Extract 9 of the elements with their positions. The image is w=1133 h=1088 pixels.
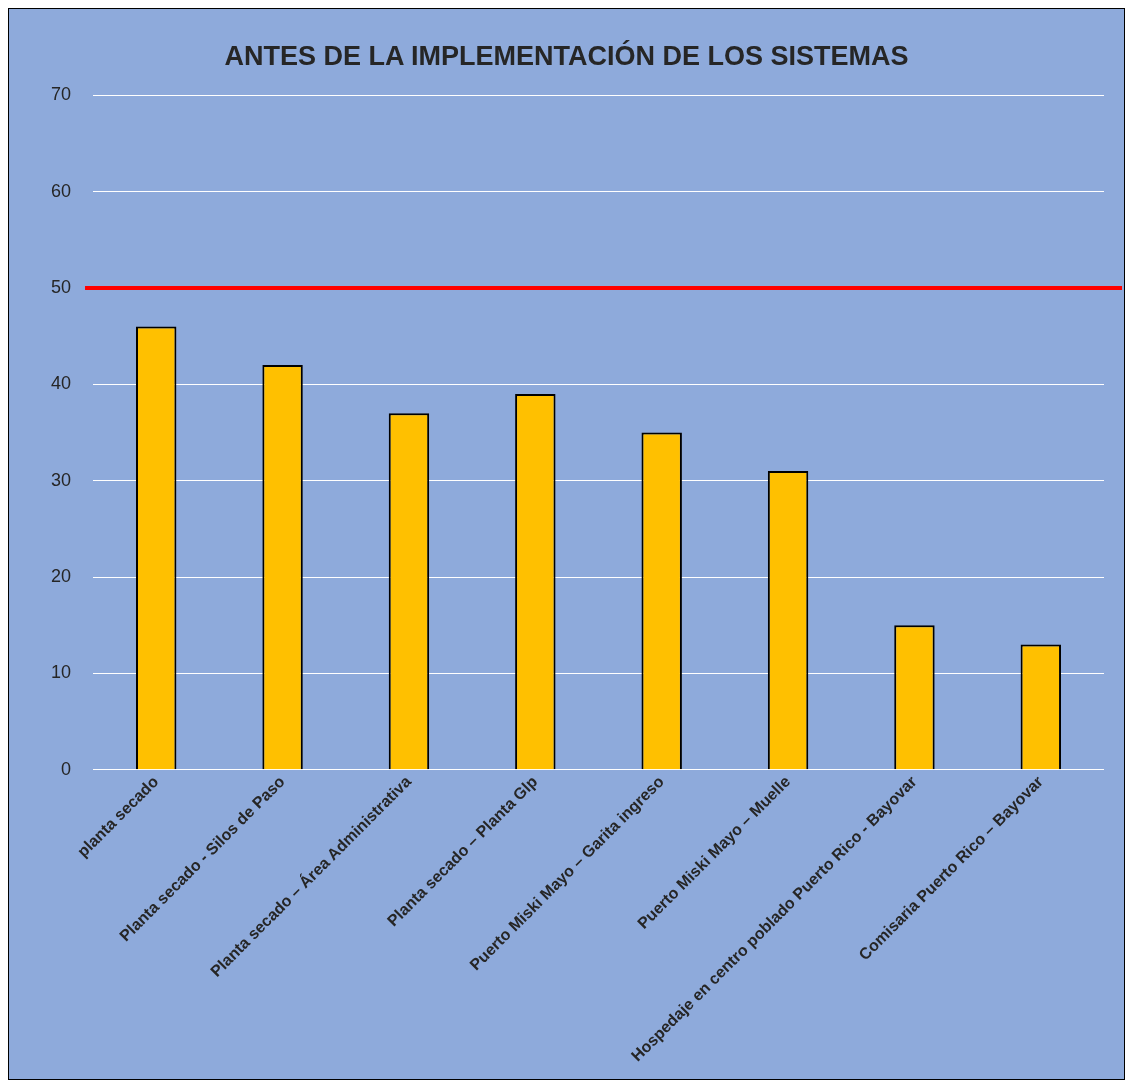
- y-tick-label: 20: [50, 565, 72, 586]
- y-tick-label: 60: [50, 180, 72, 201]
- y-tick-label: 40: [50, 373, 72, 394]
- y-tick-label: 30: [50, 469, 72, 490]
- y-tick-label: 10: [50, 662, 72, 683]
- chart-title: ANTES DE LA IMPLEMENTACIÓN DE LOS SISTEMAS: [224, 39, 909, 71]
- y-tick-label: 50: [50, 277, 72, 298]
- y-tick-label: 0: [61, 758, 72, 779]
- y-tick-label: 70: [50, 84, 72, 105]
